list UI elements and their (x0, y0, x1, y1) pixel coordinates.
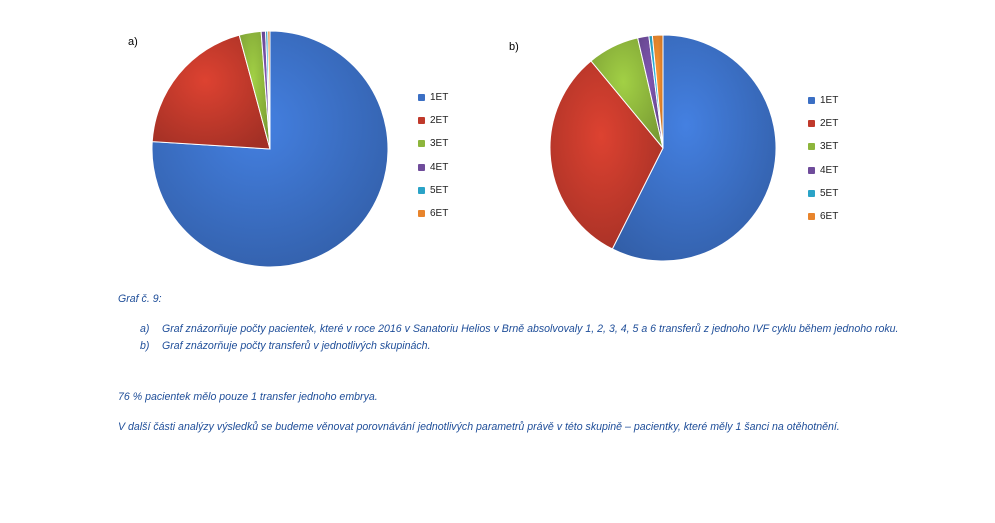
legend-label: 1ET (430, 92, 449, 104)
caption-item-b-mark: b) (140, 340, 150, 352)
legend-label: 2ET (820, 118, 839, 130)
legend-swatch (808, 143, 815, 151)
legend-label: 3ET (820, 141, 839, 153)
caption-item-a-mark: a) (140, 323, 150, 335)
caption-item-a-text: Graf znázorňuje počty pacientek, které v… (162, 323, 899, 335)
legend-item-1et: 1ET (418, 86, 448, 109)
legend-label: 3ET (430, 138, 449, 150)
pie-chart-a (151, 30, 389, 268)
pie-slice-6et (267, 30, 271, 150)
legend-label: 2ET (430, 115, 449, 127)
legend-label: 6ET (820, 211, 839, 223)
analysis-paragraph: V další části analýzy výsledků se budeme… (118, 421, 840, 433)
figure-caption-title: Graf č. 9: (118, 293, 162, 305)
legend-swatch (808, 213, 815, 221)
legend-swatch (808, 166, 815, 174)
legend-swatch (418, 210, 425, 218)
legend-swatch (808, 97, 815, 105)
legend-item-3et: 3ET (418, 132, 448, 155)
legend-swatch (418, 117, 425, 125)
legend-item-5et: 5ET (808, 182, 838, 205)
legend-item-1et: 1ET (808, 89, 838, 112)
legend-item-4et: 4ET (808, 159, 838, 182)
caption-item-b-text: Graf znázorňuje počty transferů v jednot… (162, 340, 431, 352)
legend-item-6et: 6ET (418, 202, 448, 225)
legend-swatch (418, 186, 425, 194)
panel-a-label: a) (128, 36, 138, 48)
pie-slice-1et (151, 30, 389, 268)
legend-b: 1ET 2ET 3ET 4ET 5ET 6ET (808, 89, 838, 228)
legend-label: 4ET (430, 161, 449, 173)
pie-chart-b (549, 34, 777, 262)
legend-item-3et: 3ET (808, 135, 838, 158)
legend-item-2et: 2ET (418, 109, 448, 132)
pie-slice-2et (549, 60, 664, 250)
legend-label: 5ET (430, 184, 449, 196)
legend-swatch (418, 94, 425, 102)
pie-slice-6et (651, 34, 664, 149)
summary-paragraph: 76 % pacientek mělo pouze 1 transfer jed… (118, 391, 378, 403)
legend-swatch (418, 163, 425, 171)
legend-swatch (418, 140, 425, 148)
legend-item-2et: 2ET (808, 112, 838, 135)
legend-item-5et: 5ET (418, 179, 448, 202)
pie-slice-1et (611, 34, 777, 262)
caption-item-b: b) Graf znázorňuje počty transferů v jed… (140, 338, 900, 355)
caption-item-a: a) Graf znázorňuje počty pacientek, kter… (140, 321, 900, 338)
legend-swatch (808, 189, 815, 197)
caption-list: a) Graf znázorňuje počty pacientek, kter… (140, 321, 900, 355)
legend-item-4et: 4ET (418, 156, 448, 179)
legend-label: 4ET (820, 164, 839, 176)
legend-swatch (808, 120, 815, 128)
pie-slice-2et (151, 34, 271, 150)
legend-label: 1ET (820, 95, 839, 107)
legend-label: 6ET (430, 208, 449, 220)
legend-a: 1ET 2ET 3ET 4ET 5ET 6ET (418, 86, 448, 225)
legend-item-6et: 6ET (808, 205, 838, 228)
panel-b-label: b) (509, 41, 519, 53)
legend-label: 5ET (820, 187, 839, 199)
